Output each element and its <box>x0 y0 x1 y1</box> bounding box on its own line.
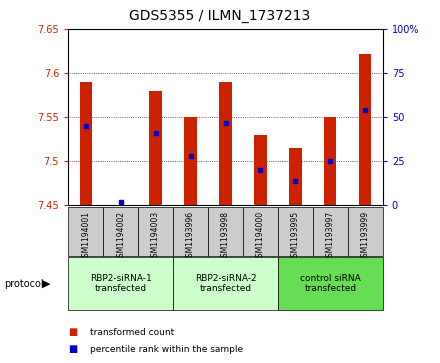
Text: GSM1193999: GSM1193999 <box>361 211 370 262</box>
Text: GSM1194003: GSM1194003 <box>151 211 160 262</box>
Bar <box>289 148 301 205</box>
Bar <box>313 207 348 256</box>
Bar <box>68 257 173 310</box>
Bar <box>68 207 103 256</box>
Text: RBP2-siRNA-2
transfected: RBP2-siRNA-2 transfected <box>194 274 257 293</box>
Bar <box>278 257 383 310</box>
Bar <box>359 54 371 205</box>
Bar <box>173 257 278 310</box>
Bar <box>220 82 231 205</box>
Text: transformed count: transformed count <box>90 328 174 337</box>
Text: protocol: protocol <box>4 278 44 289</box>
Text: GSM1193997: GSM1193997 <box>326 211 335 262</box>
Text: ▶: ▶ <box>42 278 51 289</box>
Text: GSM1193998: GSM1193998 <box>221 211 230 262</box>
Bar <box>138 207 173 256</box>
Text: ■: ■ <box>68 327 77 337</box>
Bar <box>184 117 197 205</box>
Bar <box>254 135 267 205</box>
Text: GSM1193996: GSM1193996 <box>186 211 195 262</box>
Text: GSM1193995: GSM1193995 <box>291 211 300 262</box>
Text: GDS5355 / ILMN_1737213: GDS5355 / ILMN_1737213 <box>129 9 311 23</box>
Text: GSM1194002: GSM1194002 <box>116 211 125 262</box>
Text: control siRNA
transfected: control siRNA transfected <box>300 274 361 293</box>
Bar <box>324 117 337 205</box>
Bar <box>243 207 278 256</box>
Bar <box>80 82 92 205</box>
Bar <box>208 207 243 256</box>
Bar <box>278 207 313 256</box>
Text: GSM1194000: GSM1194000 <box>256 211 265 262</box>
Text: ■: ■ <box>68 344 77 354</box>
Text: GSM1194001: GSM1194001 <box>81 211 90 262</box>
Bar <box>150 91 162 205</box>
Text: RBP2-siRNA-1
transfected: RBP2-siRNA-1 transfected <box>90 274 151 293</box>
Bar <box>348 207 383 256</box>
Bar <box>103 207 138 256</box>
Bar <box>173 207 208 256</box>
Text: percentile rank within the sample: percentile rank within the sample <box>90 345 243 354</box>
